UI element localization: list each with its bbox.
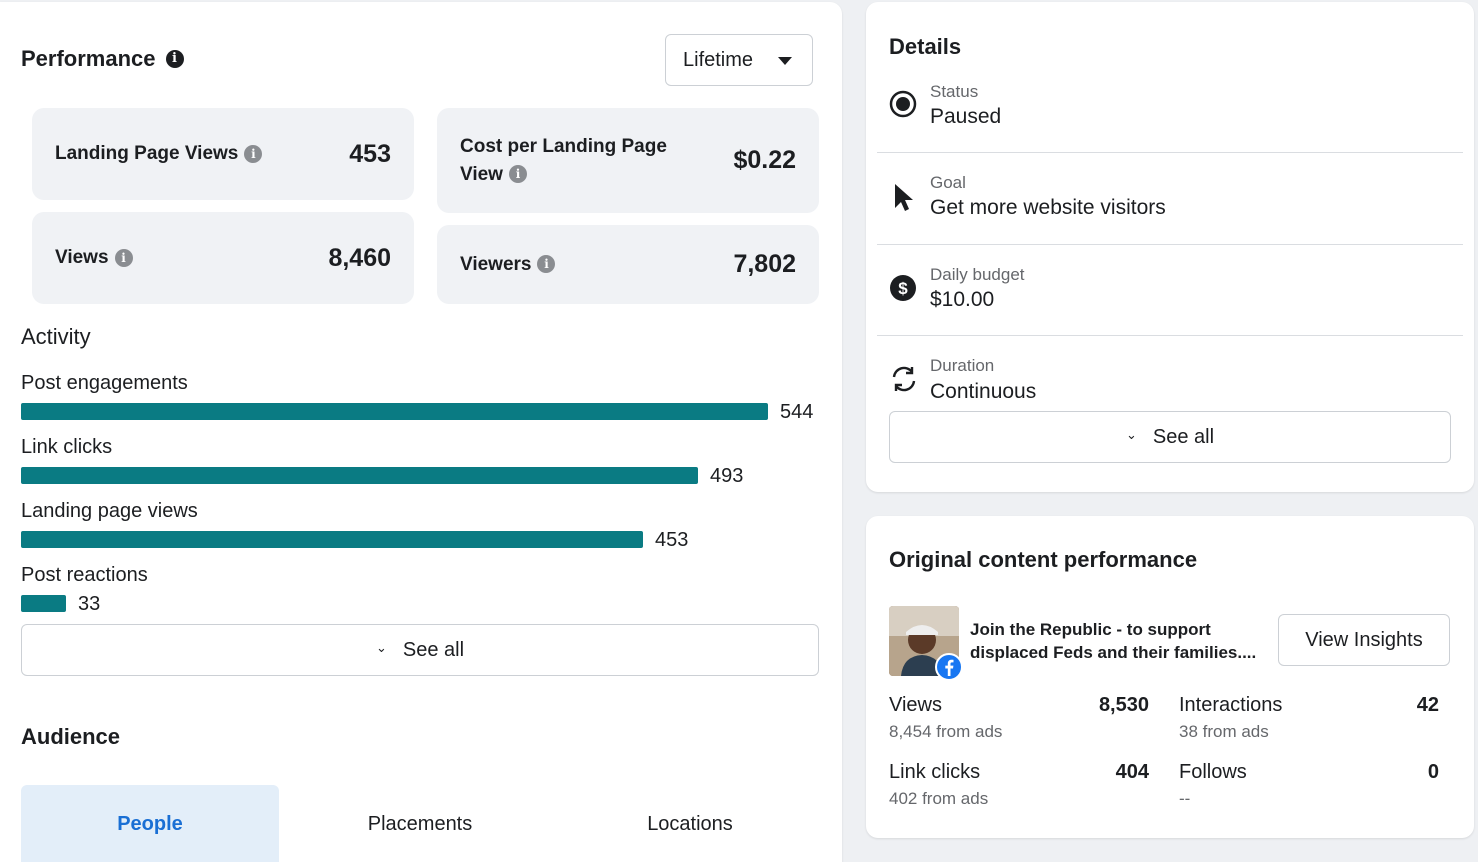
- see-all-label: See all: [402, 638, 465, 661]
- metric-tile-viewers: Viewers i 7,802: [437, 225, 819, 304]
- ocp-title: Original content performance: [889, 547, 1198, 572]
- ocp-metric-sub: 38 from ads: [1179, 722, 1269, 741]
- metric-label: Cost per Landing Page View: [460, 135, 667, 185]
- divider: [877, 244, 1463, 245]
- ocp-metric-value: 8,530: [1098, 694, 1149, 716]
- activity-value: 493: [710, 465, 744, 487]
- metric-value: 453: [349, 139, 391, 168]
- details-card: Details Status Paused Goal Get more webs…: [866, 2, 1474, 492]
- activity-value: 453: [655, 529, 689, 551]
- ocp-metric-sub: --: [1179, 789, 1191, 808]
- details-see-all-button[interactable]: ⌄ See all: [889, 411, 1451, 463]
- detail-label: Status: [930, 82, 979, 101]
- activity-bar: [21, 531, 643, 548]
- detail-label: Duration: [930, 356, 995, 375]
- activity-label: Post engagements: [21, 372, 188, 394]
- info-icon[interactable]: i: [508, 165, 527, 184]
- ocp-metric-label: Views: [889, 694, 942, 716]
- view-insights-button[interactable]: View Insights: [1278, 614, 1450, 666]
- details-title: Details: [889, 34, 962, 59]
- performance-header: Performance i: [21, 46, 184, 72]
- ocp-metric-value: 0: [1427, 761, 1439, 783]
- ocp-metric-sub: 402 from ads: [889, 789, 989, 808]
- detail-value: $10.00: [930, 288, 995, 311]
- info-icon[interactable]: i: [244, 144, 263, 163]
- cursor-icon: [892, 182, 916, 212]
- ocp-metric-value: 404: [1115, 761, 1149, 783]
- refresh-icon: [889, 364, 919, 394]
- detail-label: Daily budget: [930, 265, 1025, 284]
- activity-label: Post reactions: [21, 564, 148, 586]
- divider: [877, 152, 1463, 153]
- ocp-metric-label: Interactions: [1179, 694, 1283, 716]
- ocp-metric-label: Link clicks: [889, 761, 981, 783]
- activity-bar: [21, 467, 698, 484]
- caret-down-icon: [778, 57, 792, 65]
- detail-value: Paused: [930, 105, 1002, 128]
- activity-value: 33: [78, 593, 101, 615]
- dollar-icon: $: [889, 274, 917, 302]
- metric-value: 7,802: [733, 250, 796, 278]
- ocp-metric-value: 42: [1416, 694, 1439, 716]
- metric-tile-landing-page-views: Landing Page Views i 453: [32, 108, 414, 200]
- facebook-icon: [935, 653, 963, 681]
- performance-card: Performance i Lifetime Landing Page View…: [0, 2, 842, 862]
- radio-icon: [889, 90, 917, 118]
- date-range-value: Lifetime: [683, 48, 754, 71]
- detail-value: Continuous: [930, 380, 1037, 403]
- original-content-card: Original content performance Join the Re…: [866, 516, 1474, 838]
- activity-bar: [21, 595, 66, 612]
- post-thumbnail[interactable]: [889, 606, 959, 676]
- tab-people[interactable]: People: [21, 785, 279, 862]
- info-icon[interactable]: i: [114, 248, 133, 267]
- svg-text:$: $: [898, 279, 908, 298]
- performance-title: Performance: [21, 46, 156, 71]
- metric-label: Landing Page Views: [55, 143, 239, 164]
- detail-value: Get more website visitors: [930, 196, 1166, 219]
- chevron-down-icon: ⌄: [1125, 427, 1137, 442]
- date-range-dropdown[interactable]: Lifetime: [665, 34, 813, 86]
- post-text[interactable]: Join the Republic - to support displaced…: [970, 620, 1257, 662]
- metric-value: $0.22: [733, 146, 796, 174]
- tab-placements[interactable]: Placements: [367, 812, 473, 835]
- metric-value: 8,460: [328, 243, 391, 272]
- ocp-metric-sub: 8,454 from ads: [889, 722, 1003, 741]
- metric-label: Views: [55, 247, 109, 268]
- activity-title: Activity: [21, 324, 91, 349]
- metric-label: Viewers: [460, 253, 532, 275]
- ocp-metric-label: Follows: [1179, 761, 1247, 783]
- activity-label: Link clicks: [21, 436, 113, 458]
- metric-tile-cost-per-landing-page-view: Cost per Landing Page View i $0.22: [437, 108, 819, 213]
- tab-locations[interactable]: Locations: [647, 812, 733, 835]
- see-all-label: See all: [1152, 425, 1215, 448]
- activity-bar: [21, 403, 768, 420]
- detail-label: Goal: [930, 173, 966, 192]
- info-icon[interactable]: i: [165, 50, 184, 68]
- info-icon[interactable]: i: [537, 255, 556, 274]
- activity-value: 544: [780, 401, 814, 423]
- activity-see-all-button[interactable]: ⌄ See all: [21, 624, 819, 676]
- divider: [877, 335, 1463, 336]
- chevron-down-icon: ⌄: [375, 640, 387, 655]
- audience-title: Audience: [21, 724, 121, 749]
- metric-tile-views: Views i 8,460: [32, 212, 414, 304]
- activity-label: Landing page views: [21, 500, 198, 522]
